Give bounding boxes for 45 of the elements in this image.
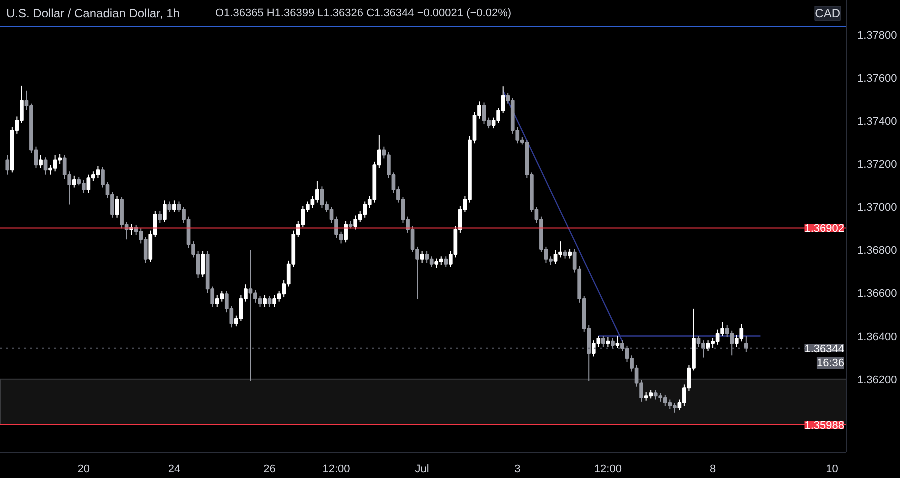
candlestick: [158, 210, 162, 224]
x-tick-label: 24: [168, 464, 181, 476]
candlestick: [44, 157, 48, 176]
candlestick: [72, 175, 76, 188]
y-tick-label: 1.36600: [858, 288, 898, 300]
candlestick: [163, 200, 167, 223]
candlestick: [39, 154, 43, 169]
candlestick: [601, 336, 606, 348]
candlestick: [606, 336, 610, 348]
candlestick: [6, 154, 10, 176]
candlestick: [115, 196, 120, 218]
candlestick: [268, 296, 272, 308]
ref-line-label: 1.35988: [804, 420, 845, 432]
x-tick-label: 10: [826, 464, 838, 476]
x-tick-label: 3: [514, 464, 521, 476]
candlestick: [616, 336, 620, 349]
y-tick-label: 1.36400: [858, 331, 898, 344]
annotation: CAD: [815, 6, 841, 20]
y-tick-label: 1.37800: [858, 30, 898, 42]
y-tick-label: 1.37000: [858, 202, 898, 214]
candlestick: [568, 248, 572, 260]
x-tick-label: 8: [710, 464, 716, 476]
candlestick: [744, 336, 748, 353]
y-tick-label: 1.36800: [858, 245, 898, 258]
x-tick-label: 26: [264, 464, 276, 476]
annotation: 16:36: [816, 357, 845, 370]
candlestick: [620, 340, 624, 352]
y-tick-label: 1.37400: [858, 116, 898, 128]
text: U.S. Dollar / Canadian Dollar, 1h: [6, 6, 180, 20]
candlestick: [172, 200, 176, 214]
candlestick: [263, 294, 267, 308]
candlestick: [611, 338, 615, 350]
x-tick-label: 12:00: [322, 464, 350, 476]
y-tick-label: 1.37600: [858, 72, 898, 85]
candlestick: [420, 250, 424, 264]
x-tick-label: Jul: [415, 464, 430, 476]
text: O1.36365 H1.36399 L1.36326 C1.36344 −0.00021 (−0.02%): [216, 8, 512, 20]
ref-line-label: 1.36344: [804, 343, 845, 356]
candlestick: [444, 256, 448, 268]
candlestick: [344, 220, 348, 244]
x-tick-label: 12:00: [594, 464, 622, 476]
x-tick-label: 20: [78, 464, 90, 476]
y-tick-label: 1.36200: [858, 374, 898, 386]
candlestick: [201, 250, 205, 278]
y-tick-label: 1.37200: [858, 159, 898, 172]
